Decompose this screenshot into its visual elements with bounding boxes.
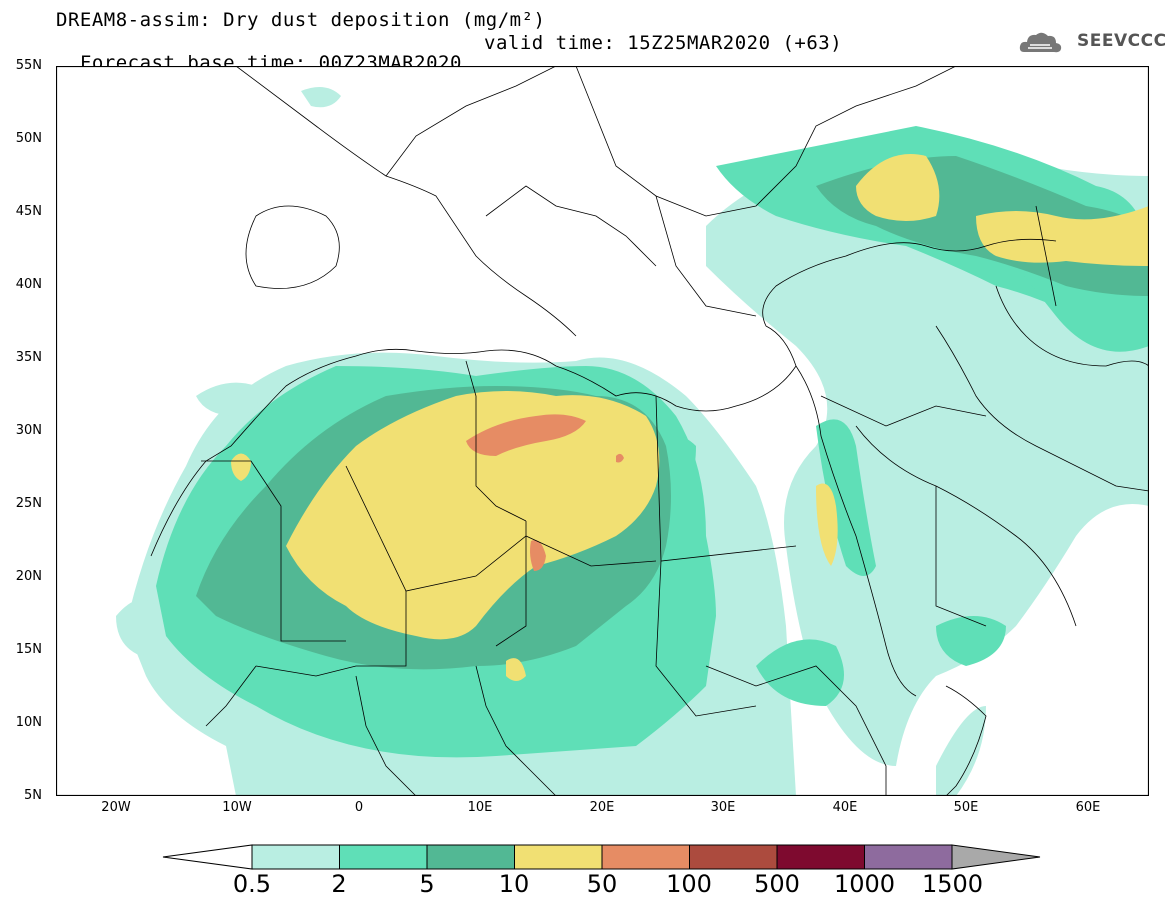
valid-time: valid time: 15Z25MAR2020 (+63) bbox=[484, 32, 843, 54]
lat-label: 20N bbox=[15, 569, 42, 584]
logo-text: SEEVCCC bbox=[1077, 31, 1165, 51]
dust-deposition-map bbox=[56, 66, 1149, 796]
map-title: DREAM8-assim: Dry dust deposition (mg/m²… bbox=[56, 9, 546, 31]
lat-label: 25N bbox=[15, 496, 42, 511]
legend-swatch bbox=[339, 844, 428, 870]
contour-level-50 bbox=[466, 414, 624, 571]
lon-label: 20E bbox=[589, 800, 615, 815]
legend-swatch bbox=[514, 844, 603, 870]
legend-swatch bbox=[689, 844, 778, 870]
legend-label: 1000 bbox=[834, 870, 896, 898]
cloud-icon bbox=[1019, 32, 1062, 53]
lon-label: 30E bbox=[710, 800, 736, 815]
legend-label: 0.5 bbox=[232, 870, 272, 898]
lat-label: 15N bbox=[15, 642, 42, 657]
legend-label: 100 bbox=[666, 870, 712, 898]
legend-swatch bbox=[251, 844, 340, 870]
lon-label: 40E bbox=[832, 800, 858, 815]
lat-label: 35N bbox=[15, 350, 42, 365]
legend-label: 2 bbox=[331, 870, 347, 898]
legend-label: 5 bbox=[419, 870, 435, 898]
legend-label: 10 bbox=[498, 870, 530, 898]
contour-level-10 bbox=[231, 154, 1149, 681]
lon-label: 60E bbox=[1075, 800, 1101, 815]
lon-label: 0 bbox=[354, 800, 364, 815]
legend-swatch bbox=[864, 844, 953, 870]
lon-label: 10W bbox=[222, 800, 252, 815]
lon-label: 10E bbox=[467, 800, 493, 815]
lat-label: 40N bbox=[15, 277, 42, 292]
legend-arrow-high bbox=[951, 844, 1041, 870]
lat-label: 45N bbox=[15, 204, 42, 219]
legend-arrow-low bbox=[162, 844, 253, 870]
legend-swatch bbox=[426, 844, 515, 870]
legend-swatch bbox=[601, 844, 690, 870]
color-legend bbox=[162, 844, 1041, 870]
lon-label: 50E bbox=[953, 800, 979, 815]
lon-label: 20W bbox=[101, 800, 131, 815]
lat-label: 50N bbox=[15, 131, 42, 146]
lat-label: 55N bbox=[15, 58, 42, 73]
legend-swatch bbox=[776, 844, 865, 870]
lat-label: 10N bbox=[15, 715, 42, 730]
lat-label: 30N bbox=[15, 423, 42, 438]
legend-label: 1500 bbox=[922, 870, 984, 898]
legend-label: 50 bbox=[586, 870, 618, 898]
country-borders bbox=[150, 66, 1149, 796]
lat-label: 5N bbox=[24, 788, 42, 803]
legend-label: 500 bbox=[754, 870, 800, 898]
